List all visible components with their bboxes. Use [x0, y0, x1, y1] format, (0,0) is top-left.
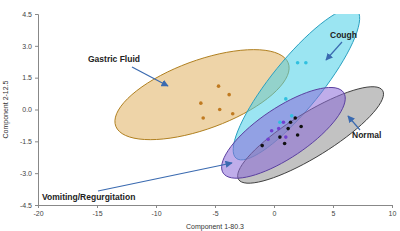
point [286, 127, 290, 131]
y-tick-mark [35, 46, 38, 47]
y-tick: 0.0 [22, 106, 38, 113]
x-tick: 0 [273, 205, 277, 217]
x-tick-label: -5 [212, 210, 218, 217]
x-tick: -10 [151, 205, 161, 217]
plot: -20 -15 -10 -5 0 5 10 -4.5 -3.0 -1.5 0.0 1.5 3.0 4.5 [20, 8, 397, 217]
x-tick: 10 [389, 205, 397, 217]
x-axis: -20 -15 -10 -5 0 5 10 [33, 205, 396, 217]
annotation-arrow [98, 163, 232, 191]
y-tick: -4.5 [20, 202, 38, 209]
point [231, 112, 235, 116]
point [293, 116, 297, 120]
series-label: Normal [352, 130, 381, 140]
y-tick-mark [35, 173, 38, 174]
point [199, 101, 203, 105]
x-tick-mark [274, 205, 275, 208]
y-tick: -3.0 [20, 170, 38, 177]
x-tick-label: 0 [273, 210, 277, 217]
point [227, 93, 231, 97]
point [283, 142, 287, 146]
y-tick-mark [35, 78, 38, 79]
x-tick: -5 [212, 205, 218, 217]
y-tick-mark [35, 205, 38, 206]
x-tick: 5 [332, 205, 336, 217]
x-tick-mark [392, 205, 393, 208]
point [278, 135, 282, 139]
y-axis: -4.5 -3.0 -1.5 0.0 1.5 3.0 4.5 [20, 11, 39, 209]
y-tick-label: -1.5 [20, 138, 32, 145]
point [217, 84, 221, 88]
annotation-arrow [348, 116, 360, 130]
point [277, 127, 281, 131]
point [260, 144, 264, 148]
point [289, 120, 293, 124]
point [201, 116, 205, 120]
annotations: Gastric Fluid Cough Normal Vomiting/Regurgi… [42, 30, 381, 202]
y-tick-label: 4.5 [22, 11, 32, 18]
point [282, 120, 286, 124]
x-tick: -15 [92, 205, 102, 217]
x-tick-label: -10 [151, 210, 161, 217]
series-label: Gastric Fluid [88, 54, 140, 64]
point [304, 61, 308, 65]
x-tick-label: 10 [389, 210, 397, 217]
x-tick-label: 5 [332, 210, 336, 217]
point [278, 120, 282, 124]
series-label: Vomiting/Regurgitation [42, 192, 135, 202]
y-tick-label: -4.5 [20, 202, 32, 209]
x-tick-mark [215, 205, 216, 208]
y-axis-line [35, 15, 39, 206]
point [218, 108, 222, 112]
y-axis-title: Component 2-12.5 [2, 80, 10, 138]
x-axis-line [39, 206, 393, 209]
x-tick-label: -20 [33, 210, 43, 217]
marks [115, 14, 384, 183]
chart: -20 -15 -10 -5 0 5 10 -4.5 -3.0 -1.5 0.0 1.5 3.0 4.5 C… [0, 0, 400, 231]
y-tick: 3.0 [22, 43, 38, 50]
x-tick-mark [333, 205, 334, 208]
point [270, 129, 274, 133]
point [296, 133, 300, 137]
y-tick: -1.5 [20, 138, 38, 145]
point [284, 135, 288, 139]
y-tick-label: 0.0 [22, 106, 32, 113]
x-axis-title: Component 1-80.3 [186, 223, 244, 231]
ellipse [222, 88, 346, 179]
point [299, 125, 303, 129]
point [290, 114, 294, 118]
point [284, 97, 288, 101]
y-tick-label: 1.5 [22, 74, 32, 81]
y-tick: 1.5 [22, 74, 38, 81]
point [266, 137, 270, 141]
x-tick-label: -15 [92, 210, 102, 217]
y-tick-label: 3.0 [22, 43, 32, 50]
annotation-arrow [132, 67, 168, 86]
x-tick-mark [97, 205, 98, 208]
x-tick-mark [156, 205, 157, 208]
x-tick: -20 [33, 205, 43, 217]
point [296, 61, 300, 65]
annotation-arrow [326, 42, 342, 60]
y-tick-mark [35, 110, 38, 111]
y-tick: 4.5 [22, 11, 38, 18]
y-tick-label: -3.0 [20, 170, 32, 177]
y-tick-mark [35, 14, 38, 15]
y-tick-mark [35, 141, 38, 142]
series-label: Cough [330, 30, 357, 40]
